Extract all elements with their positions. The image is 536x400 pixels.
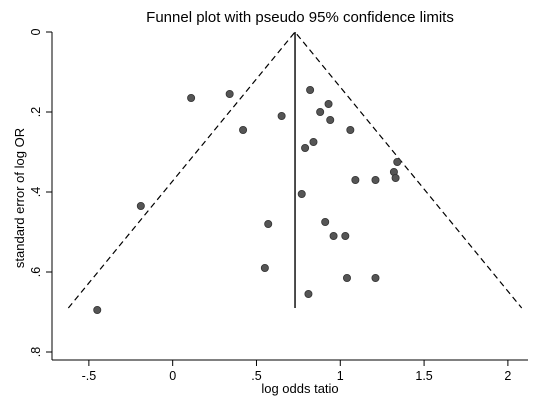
x-tick-label: 0 bbox=[169, 369, 176, 383]
study-point bbox=[297, 189, 306, 198]
study-point bbox=[260, 263, 269, 272]
chart-title: Funnel plot with pseudo 95% confidence l… bbox=[146, 9, 454, 26]
study-point bbox=[342, 273, 351, 282]
study-point bbox=[93, 305, 102, 314]
study-point bbox=[329, 231, 338, 240]
study-point bbox=[371, 273, 380, 282]
x-axis-label: log odds tatio bbox=[261, 381, 338, 396]
study-point bbox=[341, 231, 350, 240]
study-point bbox=[351, 175, 360, 184]
study-point bbox=[301, 143, 310, 152]
study-point bbox=[324, 100, 333, 109]
study-point bbox=[309, 137, 318, 146]
study-point bbox=[277, 112, 286, 121]
study-point bbox=[225, 90, 234, 99]
y-tick-label: .6 bbox=[29, 267, 43, 277]
study-point bbox=[306, 86, 315, 95]
study-point bbox=[321, 217, 330, 226]
study-point bbox=[371, 175, 380, 184]
x-tick-label: .5 bbox=[251, 369, 261, 383]
y-tick-label: .8 bbox=[29, 347, 43, 357]
x-tick-label: 1 bbox=[337, 369, 344, 383]
x-tick-label: 2 bbox=[504, 369, 511, 383]
x-tick-label: -.5 bbox=[82, 369, 97, 383]
study-point bbox=[316, 108, 325, 117]
y-tick-label: .4 bbox=[29, 187, 43, 197]
study-point bbox=[136, 201, 145, 210]
plot-area: -.5 0 .5 1 1.5 2 0 .2 .4 .6 .8 bbox=[29, 28, 528, 383]
study-point bbox=[391, 173, 400, 182]
study-point bbox=[393, 157, 402, 166]
study-point bbox=[187, 94, 196, 103]
y-tick-label: .2 bbox=[29, 107, 43, 117]
study-point bbox=[326, 116, 335, 125]
y-axis-label: standard error of log OR bbox=[12, 128, 27, 268]
confidence-limit-line bbox=[67, 31, 523, 309]
y-tick-label: 0 bbox=[29, 28, 43, 35]
study-point bbox=[304, 289, 313, 298]
study-point bbox=[264, 219, 273, 228]
study-point bbox=[346, 126, 355, 135]
study-point bbox=[239, 126, 248, 135]
x-tick-label: 1.5 bbox=[415, 369, 432, 383]
